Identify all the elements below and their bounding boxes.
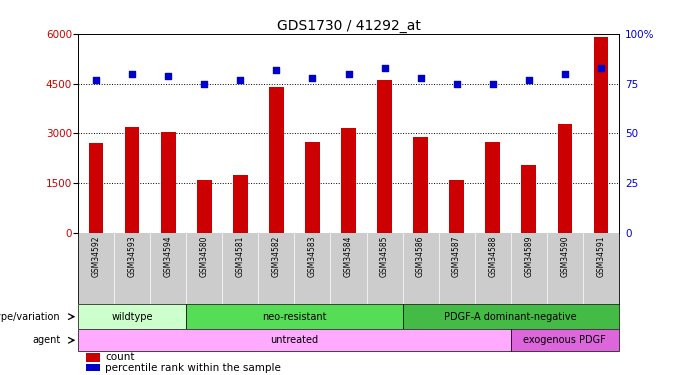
Text: GSM34591: GSM34591 xyxy=(596,236,605,277)
Point xyxy=(379,64,390,70)
Text: GSM34593: GSM34593 xyxy=(128,236,137,277)
Text: GSM34594: GSM34594 xyxy=(164,236,173,277)
Point xyxy=(271,67,282,73)
Text: GSM34587: GSM34587 xyxy=(452,236,461,277)
Text: count: count xyxy=(105,352,135,362)
Text: PDGF-A dominant-negative: PDGF-A dominant-negative xyxy=(444,312,577,322)
Text: wildtype: wildtype xyxy=(112,312,153,322)
Bar xyxy=(125,127,139,233)
Bar xyxy=(89,144,103,233)
Text: percentile rank within the sample: percentile rank within the sample xyxy=(105,363,281,373)
Point xyxy=(524,76,534,82)
Bar xyxy=(269,87,284,233)
Point xyxy=(452,81,462,87)
Text: GSM34584: GSM34584 xyxy=(344,236,353,277)
Text: exogenous PDGF: exogenous PDGF xyxy=(524,335,606,345)
Bar xyxy=(341,129,356,233)
Point xyxy=(415,75,426,81)
Bar xyxy=(186,304,403,329)
Text: GSM34583: GSM34583 xyxy=(308,236,317,277)
Point xyxy=(487,81,498,87)
Bar xyxy=(78,329,511,351)
Bar xyxy=(161,132,175,233)
Bar xyxy=(377,80,392,233)
Bar xyxy=(594,37,608,233)
Text: GSM34590: GSM34590 xyxy=(560,236,569,277)
Point xyxy=(90,76,102,82)
Bar xyxy=(413,137,428,233)
Text: GSM34581: GSM34581 xyxy=(236,236,245,277)
Point xyxy=(596,64,607,70)
Point xyxy=(343,70,354,76)
Text: GSM34592: GSM34592 xyxy=(92,236,101,277)
Title: GDS1730 / 41292_at: GDS1730 / 41292_at xyxy=(277,19,420,33)
Point xyxy=(163,73,174,79)
Text: GSM34585: GSM34585 xyxy=(380,236,389,277)
Text: genotype/variation: genotype/variation xyxy=(0,312,60,322)
Point xyxy=(126,70,137,76)
Point xyxy=(199,81,209,87)
Text: GSM34586: GSM34586 xyxy=(416,236,425,277)
Text: GSM34582: GSM34582 xyxy=(272,236,281,277)
Bar xyxy=(305,142,320,233)
Point xyxy=(307,75,318,81)
Point xyxy=(559,70,570,76)
Bar xyxy=(558,123,572,233)
Bar xyxy=(511,329,619,351)
Text: agent: agent xyxy=(32,335,60,345)
Bar xyxy=(86,353,100,362)
Bar xyxy=(86,364,100,371)
Point xyxy=(235,76,246,82)
Bar xyxy=(449,180,464,233)
Bar xyxy=(233,175,248,233)
Text: untreated: untreated xyxy=(271,335,318,345)
Text: GSM34588: GSM34588 xyxy=(488,236,497,277)
Bar xyxy=(522,165,536,233)
Bar xyxy=(197,180,211,233)
Text: neo-resistant: neo-resistant xyxy=(262,312,326,322)
Bar xyxy=(486,142,500,233)
Text: GSM34589: GSM34589 xyxy=(524,236,533,277)
Bar xyxy=(403,304,619,329)
Text: GSM34580: GSM34580 xyxy=(200,236,209,277)
Bar xyxy=(78,304,186,329)
